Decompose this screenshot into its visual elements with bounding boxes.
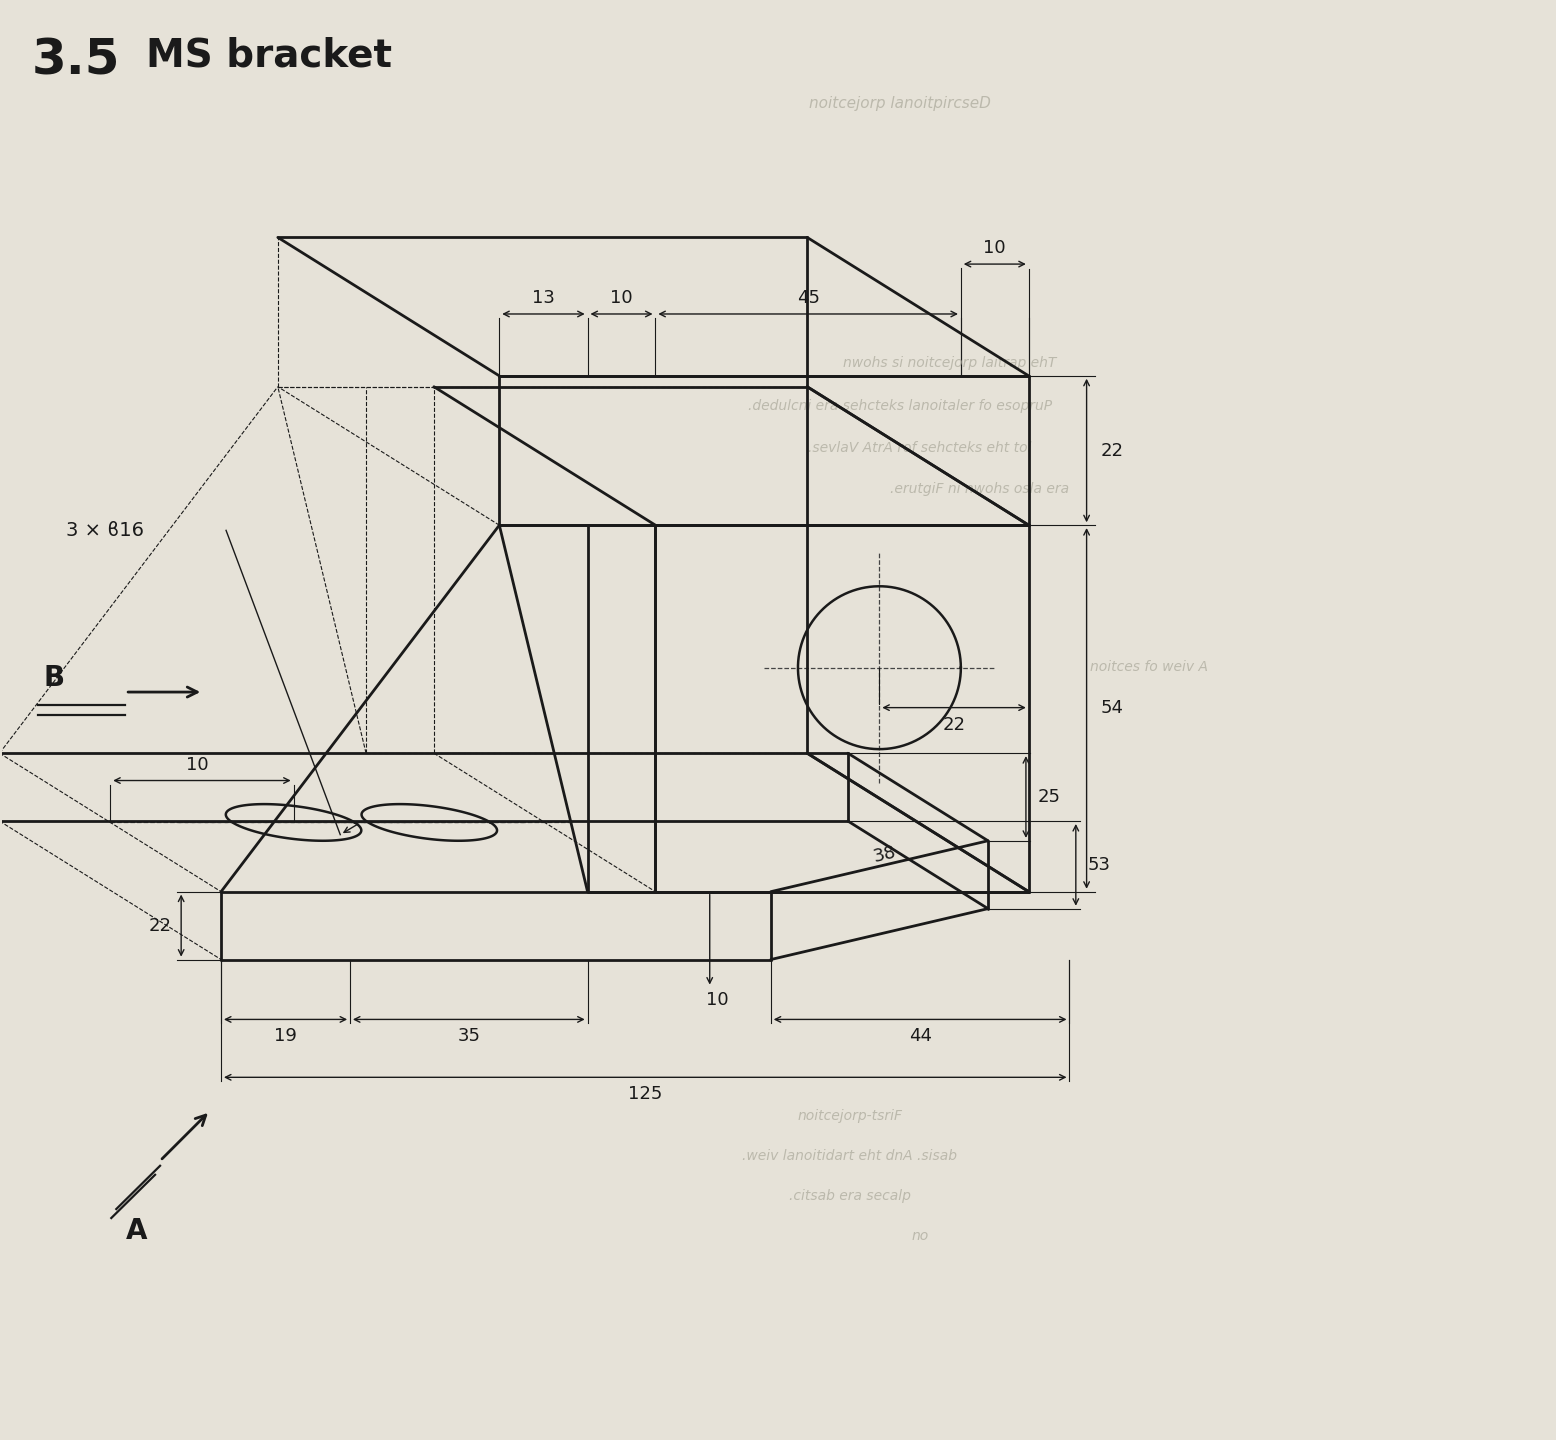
Text: noitces fo weiv A: noitces fo weiv A [1091,660,1209,674]
Text: 19: 19 [274,1027,297,1045]
Text: A: A [126,1217,148,1246]
Text: nwohs si noitcejorp laitrap ehT: nwohs si noitcejorp laitrap ehT [843,356,1057,370]
Text: .sevlaV AtrA rof sehcteks eht tol: .sevlaV AtrA rof sehcteks eht tol [808,441,1032,455]
Text: 22: 22 [1100,442,1123,459]
Text: noitcejorp lanoitpircseD: noitcejorp lanoitpircseD [809,96,991,111]
Text: 10: 10 [706,992,730,1009]
Text: B: B [44,664,64,693]
Text: .weiv lanoitidart eht dnA .sisab: .weiv lanoitidart eht dnA .sisab [742,1149,957,1164]
Text: .citsab era secalp: .citsab era secalp [789,1189,910,1202]
Text: 44: 44 [909,1027,932,1045]
Text: .erutgiF ni nwohs osla era: .erutgiF ni nwohs osla era [890,482,1069,497]
Text: 22: 22 [148,917,171,935]
Text: 54: 54 [1100,700,1123,717]
Text: 3.5: 3.5 [31,36,120,85]
Text: noitcejorp-tsriF: noitcejorp-tsriF [797,1109,902,1123]
Text: no: no [912,1228,929,1243]
Text: 53: 53 [1088,855,1111,874]
Text: 22: 22 [943,716,966,733]
Text: 10: 10 [983,239,1007,258]
Text: 38: 38 [871,842,898,865]
Text: 13: 13 [532,289,555,307]
Text: 45: 45 [797,289,820,307]
Text: 35: 35 [457,1027,481,1045]
Text: 3 × ϐ16: 3 × ϐ16 [67,521,145,540]
Text: 25: 25 [1038,788,1061,806]
Text: 10: 10 [185,756,209,773]
Text: 125: 125 [629,1086,663,1103]
Text: .dedulcni era sehcteks lanoitaler fo esopruP: .dedulcni era sehcteks lanoitaler fo eso… [748,399,1052,413]
Text: MS bracket: MS bracket [146,36,392,75]
Text: 10: 10 [610,289,633,307]
